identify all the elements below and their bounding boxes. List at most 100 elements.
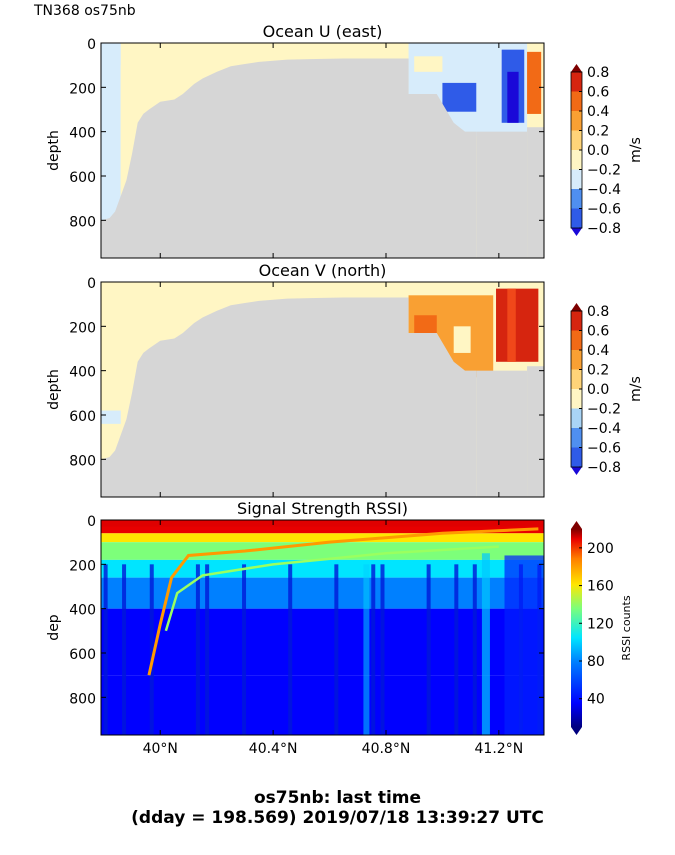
rssi-stripe <box>205 564 210 735</box>
y-tick-label: 400 <box>69 603 96 619</box>
rssi-stripe <box>288 564 293 735</box>
rssi-stripe <box>426 564 431 735</box>
velocity-region <box>101 410 121 424</box>
colorbar-tick-label: 0.6 <box>587 85 609 101</box>
seafloor-mask <box>101 58 477 258</box>
seafloor-mask <box>527 127 544 258</box>
colorbar-segment <box>571 428 582 448</box>
colorbar-tick-label: 40 <box>587 692 605 708</box>
rssi-stripe <box>472 564 477 735</box>
y-axis-label: depth <box>46 369 62 410</box>
colorbar-segment <box>571 189 582 209</box>
colorbar-rssi: 200 160 120 80 40 RSSI counts <box>571 521 633 735</box>
y-axis-label: depth <box>46 130 62 171</box>
colorbar-segment <box>571 369 582 390</box>
rssi-stripe <box>103 564 108 735</box>
colorbar-tick-label: 0.0 <box>587 382 609 398</box>
chart-title: Signal Strength RSSI) <box>237 499 408 518</box>
colorbar-segment <box>571 72 582 92</box>
colorbar-tick-label: −0.2 <box>587 402 621 418</box>
colorbar-segment <box>571 389 582 409</box>
rssi-stripe <box>242 564 247 735</box>
y-tick-label: 600 <box>69 409 96 425</box>
rssi-stripe <box>371 564 376 735</box>
rssi-stripe <box>380 564 385 735</box>
rssi-echo-line <box>164 545 499 632</box>
colorbar-tick-label: 120 <box>587 616 614 632</box>
rssi-stripe <box>504 555 544 735</box>
rssi-band <box>101 533 544 543</box>
colorbar-extend-top <box>571 303 582 311</box>
colorbar-tick-label: 0.4 <box>587 104 609 120</box>
panel-v: Ocean V (north)depth02004006008000.80.60… <box>46 261 644 498</box>
colorbar-segment <box>571 447 582 468</box>
velocity-region <box>507 288 516 362</box>
colorbar-tick-label: 0.2 <box>587 124 609 140</box>
rssi-stripe <box>481 553 490 735</box>
y-axis-label: dep <box>46 614 62 641</box>
cruise-label: TN368 os75nb <box>34 3 136 19</box>
colorbar-segment <box>571 330 582 351</box>
colorbar-tick-label: −0.6 <box>587 202 621 218</box>
y-tick-label: 0 <box>87 37 96 53</box>
colorbar-gradient <box>571 529 582 727</box>
plot-frame <box>100 281 545 498</box>
seafloor-mask <box>527 366 544 497</box>
colorbar-tick-label: 80 <box>587 654 605 670</box>
colorbar-tick-label: 0.0 <box>587 143 609 159</box>
velocity-region <box>414 56 443 72</box>
colorbar-label: m/s <box>628 137 644 163</box>
x-tick-label: 40.8°N <box>362 741 411 757</box>
seafloor-mask <box>476 370 528 497</box>
colorbar-tick-label: 160 <box>587 579 614 595</box>
colorbar-segment <box>571 311 582 331</box>
rssi-stripe <box>122 564 127 735</box>
x-tick-label: 40°N <box>143 741 178 757</box>
colorbar-extend-bottom <box>571 727 582 735</box>
chart-title: Ocean U (east) <box>263 22 383 41</box>
y-tick-label: 800 <box>69 453 96 469</box>
seafloor-mask <box>476 131 528 258</box>
velocity-region <box>453 326 471 353</box>
chart-title: Ocean V (north) <box>259 261 387 280</box>
colorbar-tick-label: −0.6 <box>587 441 621 457</box>
rssi-stripe <box>454 564 459 735</box>
colorbar-tick-label: 0.8 <box>587 65 609 81</box>
colorbar-tick-label: −0.2 <box>587 163 621 179</box>
colorbar-segment <box>571 111 582 131</box>
x-tick-label: 41.2°N <box>475 741 524 757</box>
colorbar-extend-top <box>571 521 582 529</box>
rssi-stripe <box>363 564 370 735</box>
velocity-region <box>496 288 539 362</box>
rssi-band <box>101 559 544 578</box>
velocity-region <box>101 45 116 259</box>
colorbar-tick-label: −0.4 <box>587 421 621 437</box>
y-tick-label: 200 <box>69 558 96 574</box>
colorbar-v: 0.8 0.6 0.4 0.2 0.0 −0.2 −0.4 −0.6 −0.8 m/s <box>570 303 644 476</box>
seafloor-mask <box>101 297 477 497</box>
y-tick-label: 200 <box>69 320 96 336</box>
velocity-region <box>507 71 519 123</box>
colorbar-tick-label: 0.8 <box>587 304 609 320</box>
footer-line-2: (dday = 198.569) 2019/07/18 13:39:27 UTC <box>131 808 544 828</box>
colorbar-segment <box>571 350 582 370</box>
colorbar-segment <box>571 150 582 170</box>
y-tick-label: 600 <box>69 647 96 663</box>
colorbar-extend-bottom <box>571 467 582 475</box>
velocity-region <box>414 315 437 338</box>
rssi-stripe <box>149 564 154 735</box>
rssi-band <box>101 675 544 735</box>
rssi-stripe <box>195 564 200 735</box>
colorbar-tick-label: 0.2 <box>587 363 609 379</box>
colorbar-segment <box>571 169 582 190</box>
footer-line-1: os75nb: last time <box>253 788 422 808</box>
panel-rssi: Signal Strength RSSI) dep 0 200 400 600 800 40°… <box>46 499 633 757</box>
colorbar-extend-top <box>571 64 582 72</box>
colorbar-tick-label: 0.4 <box>587 343 609 359</box>
velocity-region <box>101 282 121 497</box>
y-tick-label: 800 <box>69 691 96 707</box>
y-tick-label: 800 <box>69 214 96 230</box>
rssi-echo-line <box>147 527 539 676</box>
